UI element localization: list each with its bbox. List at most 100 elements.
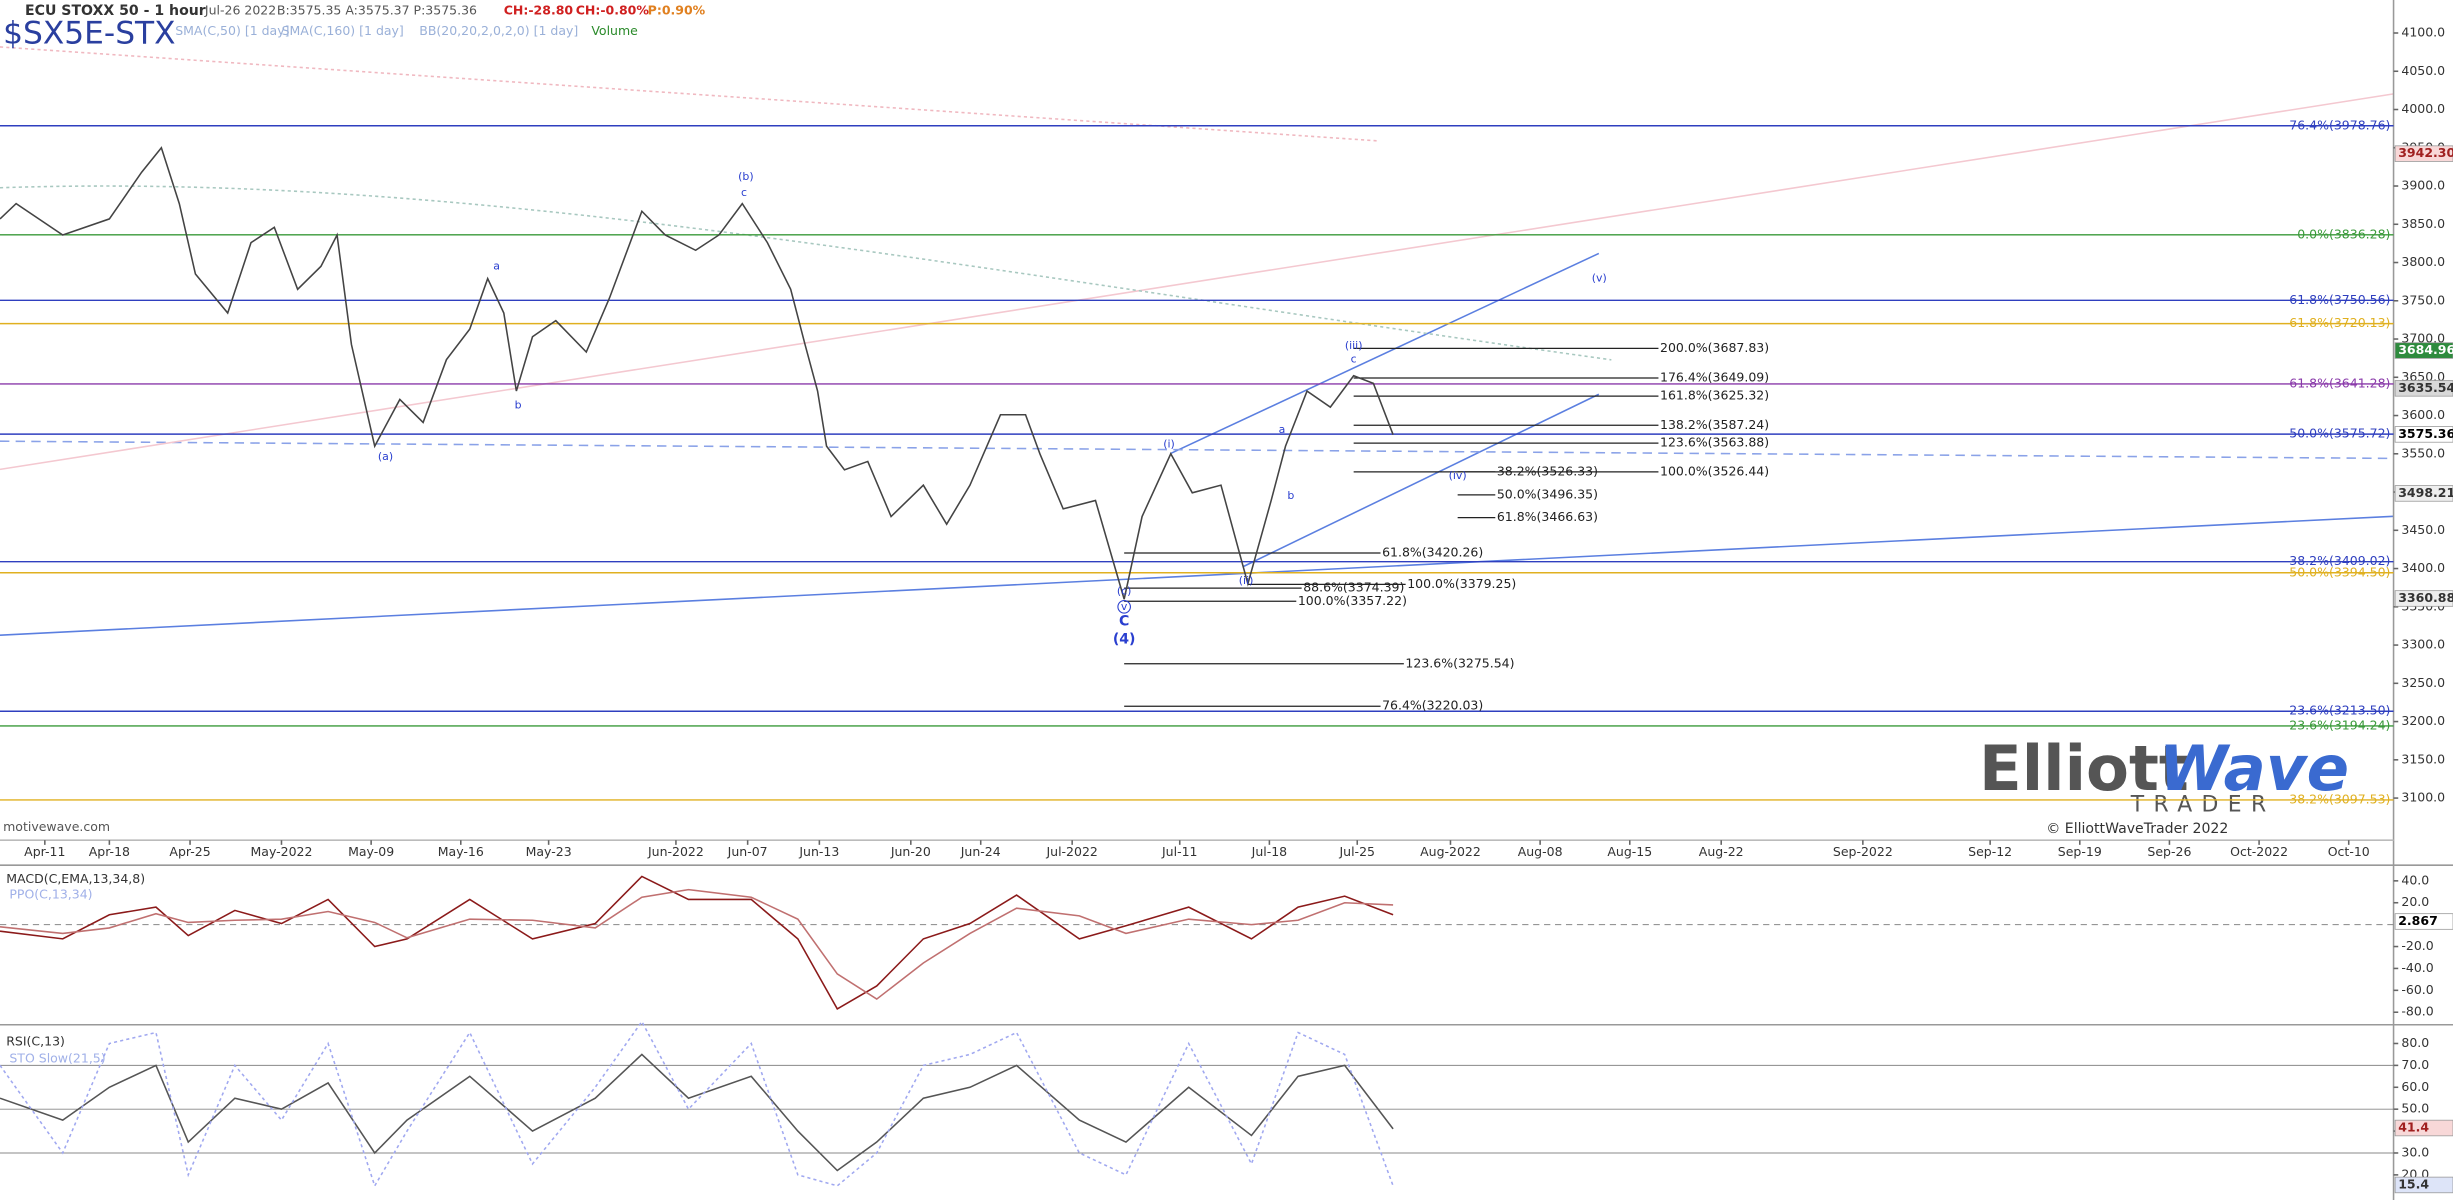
x-tick-label: Jun-13 — [798, 844, 839, 859]
wave-label: (4) — [1113, 632, 1136, 648]
price-flag — [2394, 342, 2453, 359]
fib-level-label: 23.6%(3194.24) — [2289, 717, 2390, 732]
date: Jul-26 2022 — [204, 2, 276, 17]
y-tick-label: -80.0 — [2401, 1004, 2433, 1019]
price-flag-label: 3635.54 — [2398, 380, 2453, 395]
x-tick-label: May-09 — [348, 844, 394, 859]
price-flag-label: 3575.36 — [2398, 426, 2453, 441]
fib-level-label: 61.8%(3750.56) — [2289, 292, 2390, 307]
fib-level-label: 76.4%(3978.76) — [2289, 117, 2390, 132]
y-tick-label: -60.0 — [2401, 982, 2433, 997]
brand: Elliott — [1979, 732, 2189, 805]
wave-label: c — [741, 186, 747, 199]
wave-label: (ii) — [1239, 574, 1254, 587]
fib-level-label: 23.6%(3213.50) — [2289, 703, 2390, 718]
y-tick-label: 3250.0 — [2401, 675, 2445, 690]
x-tick-label: Aug-2022 — [1420, 844, 1481, 859]
x-tick-label: May-16 — [438, 844, 484, 859]
panel-subtitle: STO Slow(21,5) — [9, 1051, 105, 1066]
trendlines — [0, 46, 2394, 636]
x-tick-label: Oct-2022 — [2230, 844, 2288, 859]
fib-extension-label: 76.4%(3220.03) — [1382, 698, 1483, 713]
indicator-label: SMA(C,160) [1 day] — [282, 23, 404, 38]
y-tick-label: 40.0 — [2401, 872, 2429, 887]
fib-level-label: 50.0%(3394.50) — [2289, 564, 2390, 579]
fib-level-label: 38.2%(3409.02) — [2289, 553, 2390, 568]
fib-extension-label: 100.0%(3526.44) — [1660, 463, 1769, 478]
series-line — [0, 146, 1394, 600]
y-tick-label: 3600.0 — [2401, 407, 2445, 422]
x-tick-label: Apr-18 — [89, 844, 130, 859]
brand: Wave — [2159, 732, 2349, 805]
bollinger — [0, 93, 2394, 471]
y-tick-label: 3800.0 — [2401, 254, 2445, 269]
y-tick-label: 3150.0 — [2401, 751, 2445, 766]
y-tick-label: 30.0 — [2401, 1144, 2429, 1159]
price-flag — [2394, 426, 2453, 443]
y-tick-label: -20.0 — [2401, 938, 2433, 953]
wave-label: (a) — [378, 450, 393, 463]
x-tick-label: Sep-26 — [2147, 844, 2191, 859]
change: CH:-28.80 — [504, 2, 574, 17]
x-tick-label: May-23 — [526, 844, 572, 859]
panel-subtitle: PPO(C,13,34) — [9, 886, 92, 901]
wave-label: a — [1279, 423, 1286, 436]
trendline — [1243, 393, 1600, 568]
x-tick-label: Jun-2022 — [647, 844, 704, 859]
x-tick-label: Jul-18 — [1251, 844, 1288, 859]
y-tick-label: 3100.0 — [2401, 790, 2445, 805]
price-flag-label: 3942.30 — [2398, 145, 2453, 160]
fib-extension-label: 161.8%(3625.32) — [1660, 388, 1769, 403]
copyright: © ElliottWaveTrader 2022 — [2046, 821, 2228, 837]
wave-label: (i) — [1163, 438, 1175, 451]
series-line — [0, 1053, 1394, 1172]
fib-extension-label: 88.6%(3374.39) — [1303, 580, 1404, 595]
y-tick-label: -40.0 — [2401, 960, 2433, 975]
wave-label: (v) — [1592, 272, 1607, 285]
x-tick-label: Jul-25 — [1338, 844, 1374, 859]
trendline — [0, 515, 2394, 636]
y-tick-label: 3400.0 — [2401, 560, 2445, 575]
fib-level-label: 61.8%(3641.28) — [2289, 375, 2390, 390]
wave-label: (c) — [1117, 585, 1132, 598]
wave-label: (iii) — [1345, 339, 1363, 352]
y-tick-label: 4100.0 — [2401, 25, 2445, 40]
panel-title: RSI(C,13) — [6, 1033, 65, 1048]
x-tick-label: Jun-24 — [960, 844, 1001, 859]
x-tick-label: Apr-25 — [169, 844, 210, 859]
indicator-label: Volume — [591, 23, 638, 38]
y-tick-label: 3650.0 — [2401, 369, 2445, 384]
series-line — [0, 888, 1394, 1001]
price-flag — [2394, 485, 2453, 502]
y-tick-label: 80.0 — [2401, 1035, 2429, 1050]
x-tick-label: Aug-22 — [1699, 844, 1744, 859]
x-tick-label: Aug-15 — [1607, 844, 1652, 859]
trendline — [1169, 252, 1600, 455]
fib-extension-label: 61.8%(3420.26) — [1382, 545, 1483, 560]
price-flag-label: 3498.21 — [2398, 485, 2453, 500]
x-tick-label: Apr-11 — [24, 844, 65, 859]
fib-level-label: 38.2%(3097.53) — [2289, 791, 2390, 806]
x-tick-label: Sep-2022 — [1833, 844, 1893, 859]
x-tick-label: Sep-12 — [1968, 844, 2012, 859]
y-tick-label: 3450.0 — [2401, 522, 2445, 537]
x-tick-label: Jun-20 — [890, 844, 931, 859]
change-pct: CH:-0.80% — [576, 2, 650, 17]
p-pct: P:0.90% — [648, 2, 706, 17]
sma — [0, 185, 1612, 361]
indicator-label: SMA(C,50) [1 day] — [175, 23, 289, 38]
x-tick-label: Aug-08 — [1518, 844, 1563, 859]
y-tick-label: 3200.0 — [2401, 713, 2445, 728]
price-flag — [2394, 1119, 2453, 1137]
fib-extension-label: 123.6%(3275.54) — [1405, 655, 1514, 670]
fib-extension-label: 138.2%(3587.24) — [1660, 417, 1769, 432]
price-flag-label: 2.867 — [2398, 913, 2438, 928]
y-tick-label: 4050.0 — [2401, 63, 2445, 78]
x-tick-label: Oct-10 — [2328, 844, 2370, 859]
y-tick-label: 3550.0 — [2401, 445, 2445, 460]
price-flag — [2394, 380, 2453, 397]
wave-circle — [1117, 600, 1131, 614]
fib-extension-label: 100.0%(3357.22) — [1298, 593, 1407, 608]
